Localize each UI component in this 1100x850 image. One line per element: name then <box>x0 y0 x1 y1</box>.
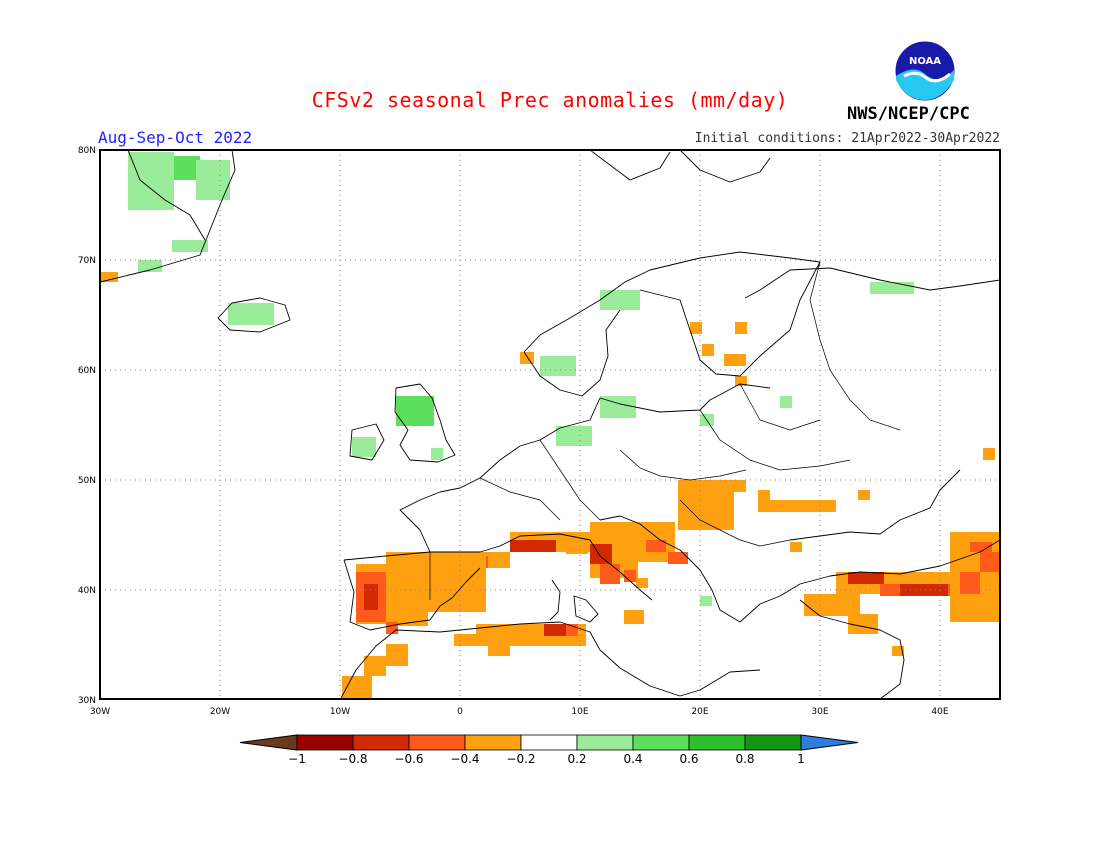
colorbar-swatch <box>352 734 410 751</box>
map-frame <box>99 149 1001 700</box>
lat-label: 80N <box>78 146 96 156</box>
colorbar-swatch <box>296 734 354 751</box>
lon-label: 0 <box>457 707 463 717</box>
graticule <box>100 150 1000 699</box>
colorbar-tick-label: 1 <box>797 752 805 766</box>
colorbar-tick-label: 0.4 <box>623 752 642 766</box>
lat-label: 70N <box>78 256 96 266</box>
noaa-logo: NOAA <box>894 40 956 102</box>
lat-label: 60N <box>78 366 96 376</box>
agency-label: NWS/NCEP/CPC <box>847 104 970 124</box>
colorbar-swatch <box>688 734 746 751</box>
colorbar-swatch <box>520 734 578 751</box>
colorbar-tick-label: 0.8 <box>735 752 754 766</box>
colorbar-tick-label: −1 <box>288 752 306 766</box>
colorbar-swatch <box>464 734 522 751</box>
colorbar-swatches <box>239 734 859 751</box>
coastlines <box>100 150 1000 699</box>
lon-label: 20E <box>691 707 708 717</box>
colorbar-tick-label: −0.2 <box>506 752 535 766</box>
colorbar-swatch <box>632 734 690 751</box>
colorbar-tick-label: 0.6 <box>679 752 698 766</box>
colorbar-swatch <box>576 734 634 751</box>
logo-text: NOAA <box>909 56 941 67</box>
lon-label: 20W <box>210 707 230 717</box>
colorbar-high-arrow <box>800 734 859 751</box>
lon-label: 10E <box>571 707 588 717</box>
colorbar-tick-label: 0.2 <box>567 752 586 766</box>
initial-conditions-label: Initial conditions: 21Apr2022-30Apr2022 <box>694 131 1000 146</box>
anomaly-cells <box>100 152 1000 699</box>
lon-label: 30W <box>90 707 110 717</box>
colorbar-swatch <box>408 734 466 751</box>
colorbar-labels: −1 −0.8 −0.6 −0.4 −0.2 0.2 0.4 0.6 0.8 1 <box>288 752 805 766</box>
country-borders <box>429 261 901 600</box>
colorbar-tick-label: −0.6 <box>394 752 423 766</box>
lat-label: 40N <box>78 586 96 596</box>
colorbar-tick-label: −0.4 <box>450 752 479 766</box>
lon-label: 40E <box>931 707 948 717</box>
lon-label: 30E <box>811 707 828 717</box>
colorbar-tick-label: −0.8 <box>338 752 367 766</box>
lon-label: 10W <box>330 707 350 717</box>
lat-label: 30N <box>78 696 96 706</box>
lat-label: 50N <box>78 476 96 486</box>
colorbar-swatch <box>744 734 802 751</box>
season-label: Aug-Sep-Oct 2022 <box>98 128 253 147</box>
colorbar-low-arrow <box>239 734 298 751</box>
map-title: CFSv2 seasonal Prec anomalies (mm/day) <box>311 88 789 112</box>
